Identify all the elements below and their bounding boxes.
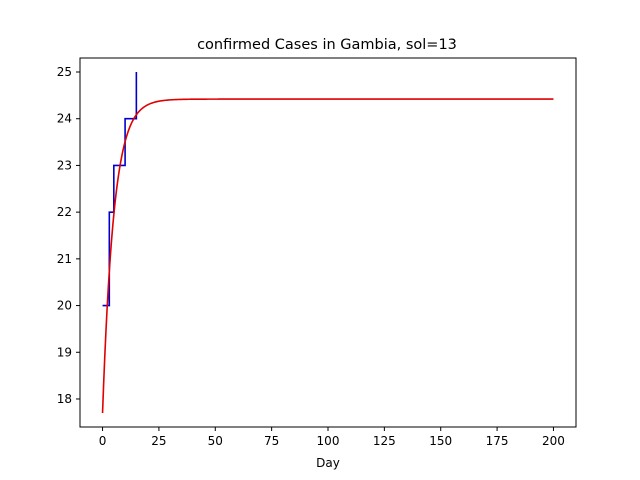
y-axis: 18 19 20 21 22 23 24 25 — [57, 65, 80, 406]
x-tick-label: 25 — [151, 434, 166, 448]
y-tick-label: 24 — [57, 112, 72, 126]
plot-frame — [79, 57, 577, 428]
x-axis: 0 25 50 75 100 125 150 175 200 — [99, 427, 565, 448]
x-tick-label: 125 — [373, 434, 396, 448]
y-tick-label: 22 — [57, 205, 72, 219]
x-tick-label: 75 — [264, 434, 279, 448]
y-tick-label: 21 — [57, 252, 72, 266]
y-tick-label: 18 — [57, 392, 72, 406]
x-tick-label: 50 — [208, 434, 223, 448]
confirmed-cases-line — [102, 72, 138, 307]
x-tick-label: 0 — [99, 434, 107, 448]
y-tick-label: 23 — [57, 158, 72, 172]
series-layer — [101, 72, 554, 414]
y-tick-label: 20 — [57, 299, 72, 313]
x-axis-label: Day — [316, 456, 340, 470]
y-tick-label: 25 — [57, 65, 72, 79]
y-tick-label: 19 — [57, 345, 72, 359]
fitted-curve-line — [101, 98, 554, 414]
x-tick-label: 100 — [317, 434, 340, 448]
chart-title: confirmed Cases in Gambia, sol=13 — [197, 37, 457, 53]
x-tick-label: 175 — [486, 434, 509, 448]
x-tick-label: 150 — [429, 434, 452, 448]
x-tick-label: 200 — [542, 434, 565, 448]
